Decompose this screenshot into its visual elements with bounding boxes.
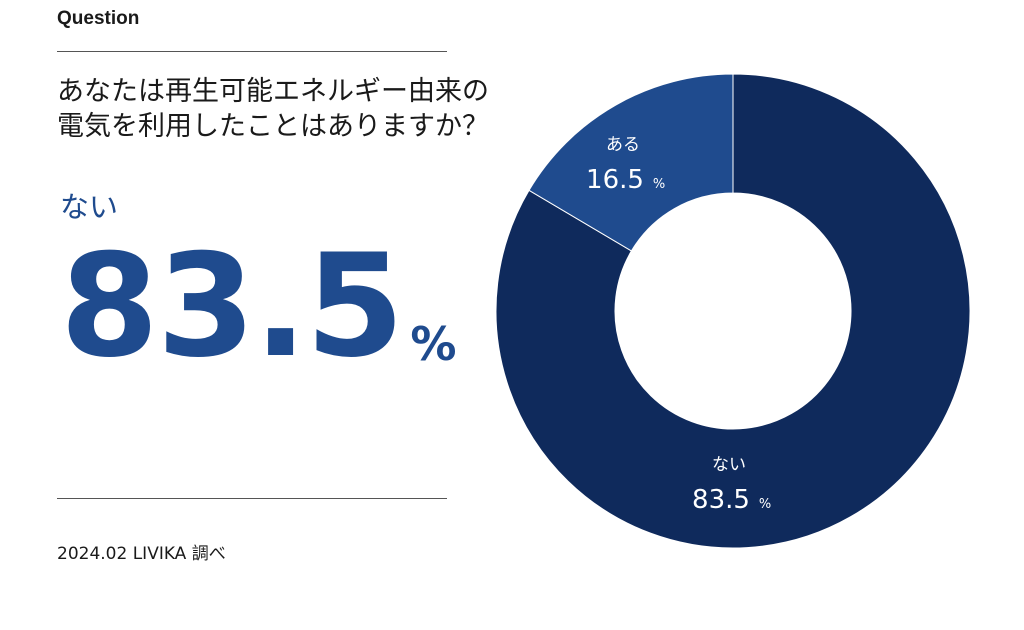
slice-label-aru: ある — [606, 135, 640, 155]
slice-value-aru: 16.5 — [586, 165, 644, 195]
source-note: 2024.02 LIVIKA 調べ — [57, 544, 226, 564]
highlight-answer-label: ない — [60, 190, 119, 224]
highlight-value: 83.5 — [60, 224, 404, 389]
bottom-divider — [57, 498, 447, 499]
donut-slice-aru — [528, 73, 734, 252]
question-title: あなたは再生可能エネルギー由来の 電気を利用したことはありますか？ — [57, 74, 577, 144]
question-label: Question — [57, 8, 140, 29]
slice-unit-aru: % — [653, 177, 665, 192]
slice-unit-nai: % — [759, 497, 771, 512]
top-divider — [57, 51, 447, 52]
highlight-percentage: 83.5 % — [60, 222, 456, 382]
slice-value-nai: 83.5 — [692, 485, 750, 515]
highlight-unit: % — [410, 317, 457, 371]
question-line-2: 電気を利用したことはありますか？ — [57, 111, 489, 142]
donut-slice-nai — [495, 73, 971, 549]
slice-label-nai: ない — [712, 455, 746, 475]
question-line-1: あなたは再生可能エネルギー由来の — [57, 76, 489, 107]
